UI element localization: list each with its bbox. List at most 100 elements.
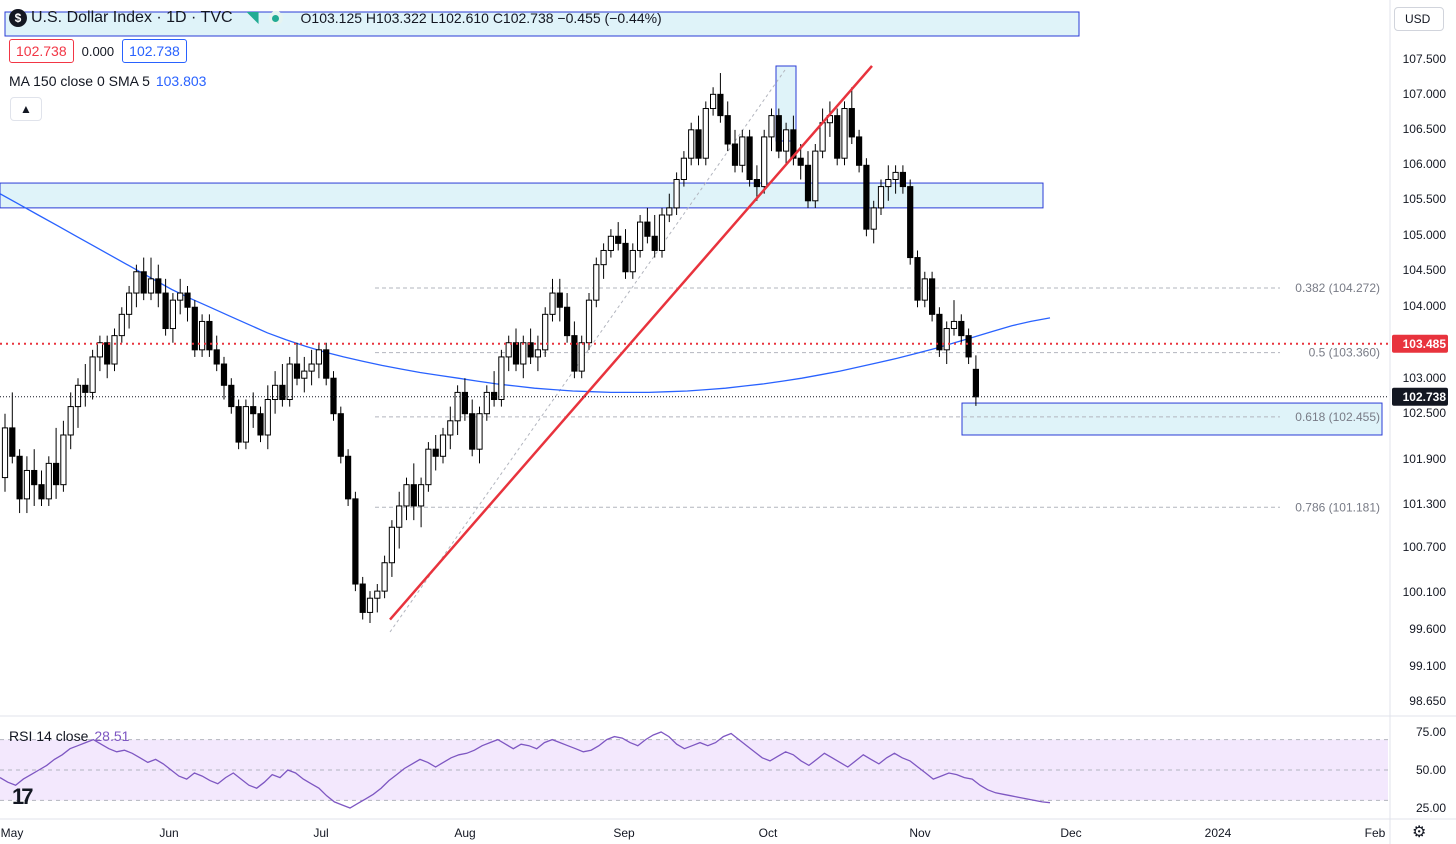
candle [542, 307, 549, 357]
buy-price-button[interactable]: 102.738 [122, 39, 187, 63]
candle [739, 129, 746, 173]
currency-button[interactable]: USD [1394, 7, 1444, 31]
sell-price-button[interactable]: 102.738 [9, 39, 74, 63]
candle [629, 243, 636, 279]
candle [491, 371, 498, 407]
candle-body [483, 391, 490, 415]
candle [695, 115, 702, 166]
candle [337, 406, 344, 464]
candle-body [936, 313, 943, 351]
price-tick-label: 100.700 [1403, 540, 1447, 554]
candle-body [118, 313, 125, 337]
rsi-tick-label: 75.00 [1416, 725, 1446, 739]
rsi-layer: 75.00 50.00 25.00 [0, 725, 1446, 815]
candle [965, 328, 972, 365]
candle [169, 293, 177, 343]
candle-body [96, 342, 104, 358]
symbol-legend[interactable]: $ U.S. Dollar Index · 1D · TVC O103.125 … [9, 9, 662, 27]
candle-body [330, 377, 337, 415]
trade-buttons: 102.738 0.000 102.738 [9, 39, 187, 63]
candle [104, 335, 111, 379]
collapse-legend-button[interactable]: ▲ [10, 97, 42, 121]
last-price-tag-bg [1392, 387, 1448, 406]
visibility-dot-icon[interactable] [268, 11, 283, 25]
chevron-up-icon: ▲ [20, 102, 32, 116]
candle [702, 101, 709, 166]
candle-body [191, 306, 198, 351]
candles-layer [1, 73, 979, 624]
candle [483, 385, 490, 421]
candle-body [950, 320, 958, 330]
uptrend-line [389, 65, 873, 621]
candle [819, 108, 826, 159]
candle [286, 356, 293, 407]
candle [439, 427, 447, 464]
candle-body [972, 368, 979, 398]
rsi-legend[interactable]: RSI 14 close 28.51 [9, 728, 129, 744]
candle-body [220, 363, 228, 386]
support-resistance-zone [961, 402, 1383, 436]
candle [731, 129, 739, 173]
candle [23, 456, 30, 514]
candle [96, 335, 104, 372]
candle [680, 151, 687, 187]
candle-body [731, 143, 739, 166]
candle [220, 356, 228, 400]
price-tick-label: 104.000 [1403, 299, 1447, 313]
candle-body [819, 122, 826, 152]
candle-body [388, 526, 395, 564]
candle-body [841, 108, 848, 159]
fib-level-label: 0.786 (101.181) [1295, 500, 1380, 514]
candle [768, 108, 775, 152]
candle [804, 151, 812, 208]
candle-body [257, 413, 264, 436]
candle-body [498, 356, 505, 401]
ma-legend[interactable]: MA 150 close 0 SMA 5 103.803 [9, 73, 206, 89]
settings-gear-icon[interactable]: ⚙ [1412, 824, 1427, 841]
candle [330, 371, 337, 421]
candle-body [155, 278, 162, 294]
candle-body [958, 320, 965, 337]
candle [388, 520, 395, 577]
candle [520, 335, 527, 379]
candle-body [147, 278, 155, 294]
price-tick-label: 99.100 [1409, 659, 1446, 673]
price-tick-label: 99.600 [1409, 622, 1446, 636]
candle-body [366, 597, 374, 613]
candle [556, 278, 563, 322]
candle-body [162, 292, 169, 330]
fib-level-label: 0.5 (103.360) [1309, 346, 1380, 360]
price-tick-label: 98.650 [1409, 694, 1446, 708]
candle [155, 264, 162, 308]
candle [89, 349, 96, 400]
candle [16, 449, 23, 514]
candle-body [315, 349, 322, 365]
time-tick-label: Dec [1060, 826, 1081, 840]
candle-body [739, 136, 746, 166]
time-tick-label: Aug [454, 826, 475, 840]
candle [783, 122, 790, 166]
candle-body [111, 335, 118, 365]
candle [549, 278, 556, 322]
candle-body [140, 271, 147, 294]
candle [673, 172, 680, 215]
candle [907, 179, 914, 265]
market-status-icon[interactable] [246, 12, 259, 24]
candle [841, 101, 848, 166]
currency-label: USD [1405, 12, 1431, 26]
candle [53, 427, 60, 499]
candle [250, 392, 257, 428]
candle [257, 406, 264, 443]
candle-body [9, 427, 16, 457]
candle [352, 491, 359, 592]
price-tick-label: 106.000 [1403, 157, 1447, 171]
candle [381, 555, 388, 599]
tradingview-logo-icon[interactable]: 17 [12, 784, 34, 809]
candle-body [607, 235, 614, 251]
candle-body [439, 434, 447, 457]
candle [746, 129, 753, 187]
last-price-tag: 102.738 [1392, 387, 1448, 406]
candle-body [834, 115, 841, 159]
